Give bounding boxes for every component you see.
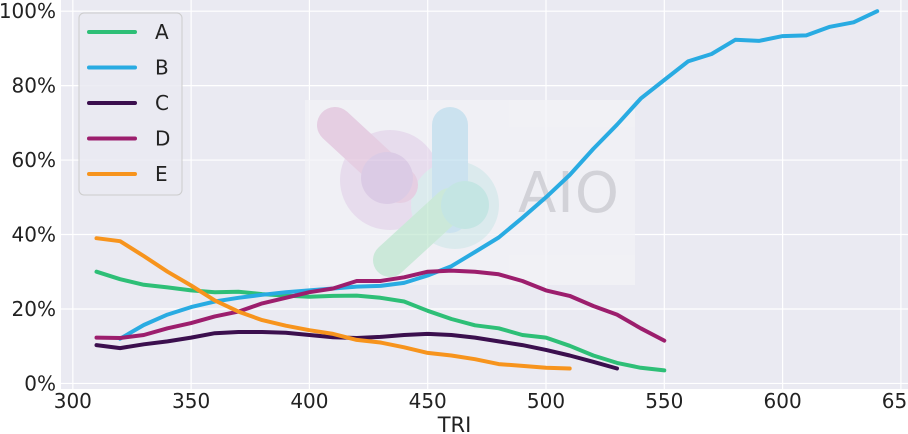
legend-label: A — [155, 20, 169, 44]
y-tick-label: 100% — [0, 0, 56, 23]
series-line-b — [118, 9, 880, 341]
series-line-a — [94, 269, 667, 373]
y-tick-label: 0% — [24, 371, 56, 395]
legend-label: E — [155, 162, 168, 186]
watermark-bar-green — [373, 188, 467, 277]
watermark-dot-green — [441, 181, 489, 229]
x-tick-label: 300 — [54, 389, 92, 413]
y-tick-label: 60% — [12, 148, 56, 172]
x-tick-label: 400 — [290, 389, 328, 413]
series-line-d — [94, 268, 667, 343]
x-tick-label: 500 — [527, 389, 565, 413]
legend-label: D — [155, 127, 170, 151]
watermark-dot-purple — [361, 152, 413, 204]
legend-label: C — [155, 91, 169, 115]
legend-label: B — [155, 56, 169, 80]
x-tick-label: 550 — [645, 389, 683, 413]
tick-labels: 300 350 400 450 500 550 600 650 0% 20% 40% 60% 80% 10… — [0, 0, 908, 413]
watermark: AIO — [305, 100, 635, 285]
series-line-e — [94, 236, 572, 371]
y-tick-label: 80% — [12, 74, 56, 98]
y-tick-label: 20% — [12, 297, 56, 321]
x-tick-label: 450 — [409, 389, 447, 413]
x-tick-label: 650 — [882, 389, 908, 413]
x-tick-label: 600 — [764, 389, 802, 413]
x-axis-label: TRI — [437, 413, 472, 434]
series — [94, 9, 880, 373]
watermark-text: AIO — [518, 161, 620, 226]
y-tick-label: 40% — [12, 223, 56, 247]
x-tick-label: 350 — [172, 389, 210, 413]
